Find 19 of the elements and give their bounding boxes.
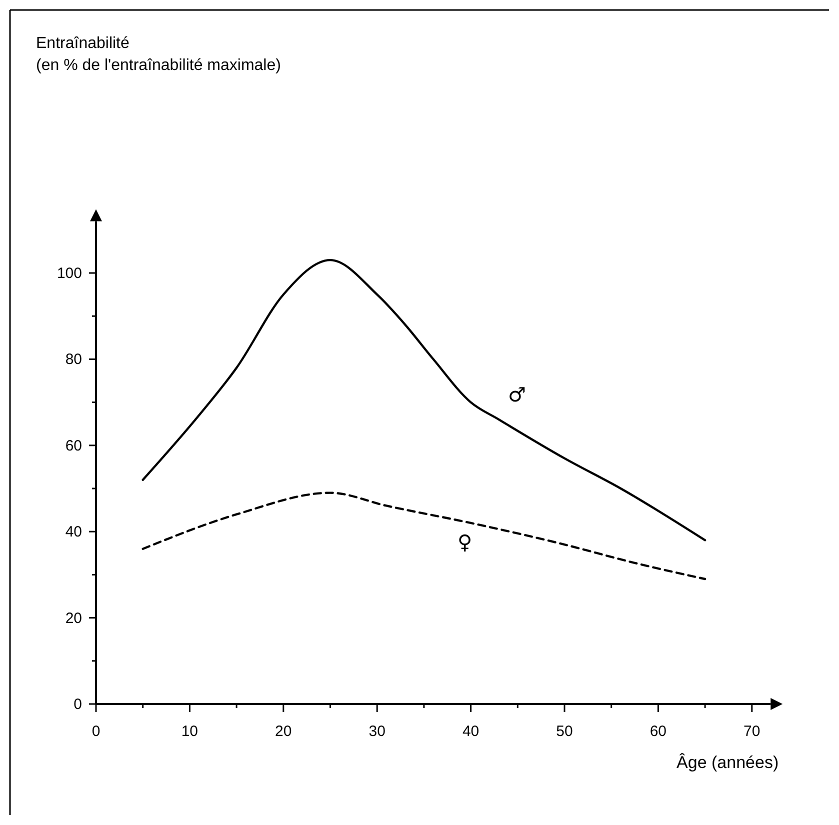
- x-axis-title: Âge (années): [676, 753, 779, 772]
- y-tick-label: 80: [65, 351, 82, 368]
- y-tick-label: 100: [56, 265, 82, 282]
- y-tick-label: 60: [65, 437, 82, 454]
- series-label: ♂: [508, 382, 526, 407]
- y-tick-label: 40: [65, 524, 82, 541]
- line-series: [142, 492, 706, 580]
- x-tick-label: 60: [650, 723, 667, 740]
- x-tick-label: 30: [368, 723, 386, 740]
- text: Entraînabilité (en % de l'entraînabilité maximale): [36, 35, 281, 74]
- y-tick-label: 20: [65, 610, 82, 627]
- series-label: ♀: [457, 530, 472, 554]
- x-tick-label: 50: [556, 723, 573, 740]
- x-tick-label: 0: [92, 723, 100, 740]
- x-tick-label: 20: [275, 723, 292, 740]
- x-tick-label: 40: [462, 723, 480, 740]
- x-tick-label: 70: [744, 723, 760, 740]
- x-tick-label: 10: [181, 723, 198, 740]
- y-tick-label: 0: [74, 696, 82, 713]
